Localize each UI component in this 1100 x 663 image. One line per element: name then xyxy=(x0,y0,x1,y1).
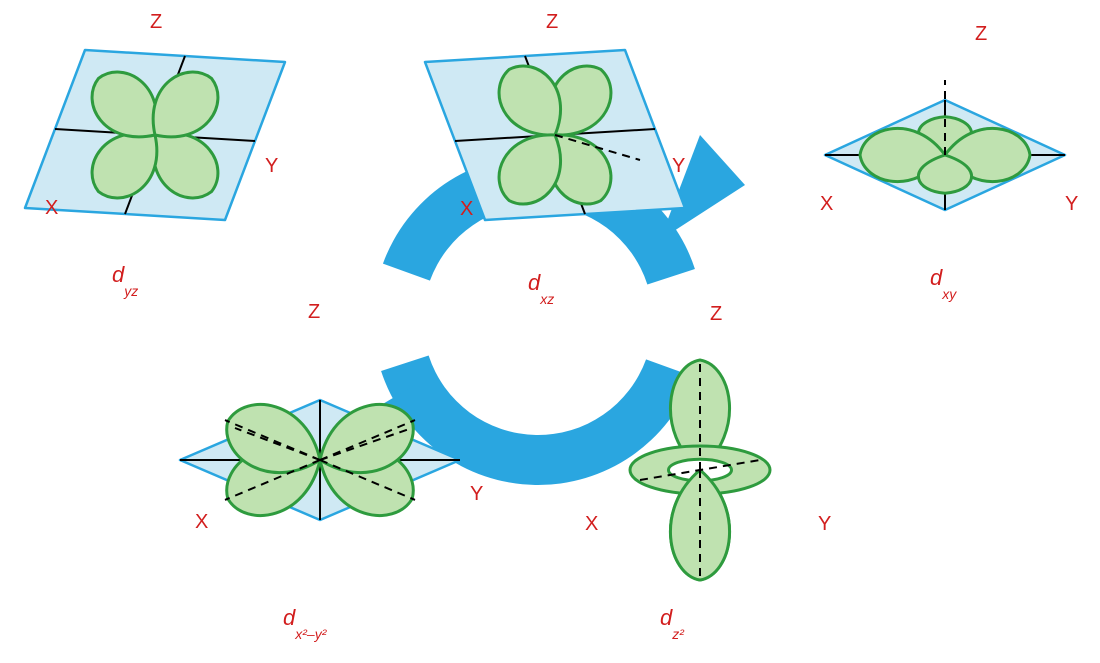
axis-label-x: X xyxy=(820,193,833,215)
axis-label-y: Y xyxy=(470,483,483,505)
axis-label-z: Z xyxy=(308,301,320,323)
orbital-label-dxz: dxz xyxy=(528,270,554,307)
axis-label-z: Z xyxy=(975,23,987,45)
orbital-label-dxy: dxy xyxy=(930,265,957,302)
axis-label-x: X xyxy=(45,197,58,219)
axis-label-z: Z xyxy=(710,303,722,325)
axis-label-y: Y xyxy=(265,155,278,177)
axis-label-z: Z xyxy=(150,11,162,33)
axis-label-x: X xyxy=(195,511,208,533)
axis-label-y: Y xyxy=(1065,193,1078,215)
axis-label-x: X xyxy=(585,513,598,535)
axis-label-y: Y xyxy=(818,513,831,535)
orbital-label-dx2y2: dx²–y² xyxy=(283,605,328,642)
axis-label-x: X xyxy=(460,198,473,220)
orbital-label-dz2: dz² xyxy=(660,605,685,642)
axis-label-y: Y xyxy=(672,155,685,177)
orbital-label-dyz: dyz xyxy=(112,262,138,299)
axis-label-z: Z xyxy=(546,11,558,33)
